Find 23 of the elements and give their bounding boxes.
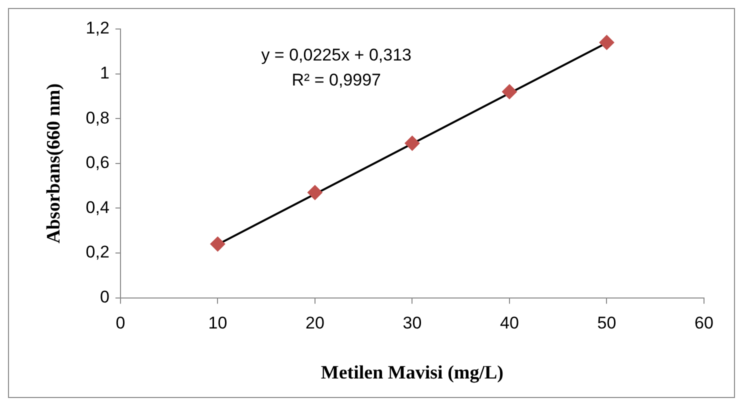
y-tick-label: 0 — [100, 287, 110, 306]
point — [307, 185, 322, 200]
y-tick-label: 1 — [100, 63, 110, 82]
point — [502, 84, 517, 100]
x-tick-label: 50 — [597, 314, 616, 333]
x-tick-label: 0 — [116, 314, 126, 333]
point — [599, 34, 614, 50]
y-tick-label: 0,6 — [86, 153, 110, 172]
point — [210, 236, 226, 252]
x-tick-label: 60 — [694, 314, 714, 333]
annotation: R² = 0,9997 — [292, 70, 382, 90]
annotation: y = 0,0225x + 0,313 — [261, 46, 412, 65]
y-tick-label: 0,8 — [86, 108, 110, 128]
x-tick-label: 20 — [305, 314, 324, 333]
point — [404, 136, 420, 151]
y-tick-label: 0,4 — [86, 198, 110, 217]
x-tick-label: 40 — [500, 314, 519, 333]
y-tick-label: 0,2 — [86, 242, 110, 262]
y-tick-label: 1,2 — [86, 18, 110, 38]
x-axis-title: Metilen Mavisi (mg/L) — [320, 362, 504, 384]
y-axis-title: Absorbans(660 nm) — [43, 83, 64, 244]
x-tick-label: 30 — [402, 314, 422, 333]
x-tick-label: 10 — [208, 314, 228, 333]
